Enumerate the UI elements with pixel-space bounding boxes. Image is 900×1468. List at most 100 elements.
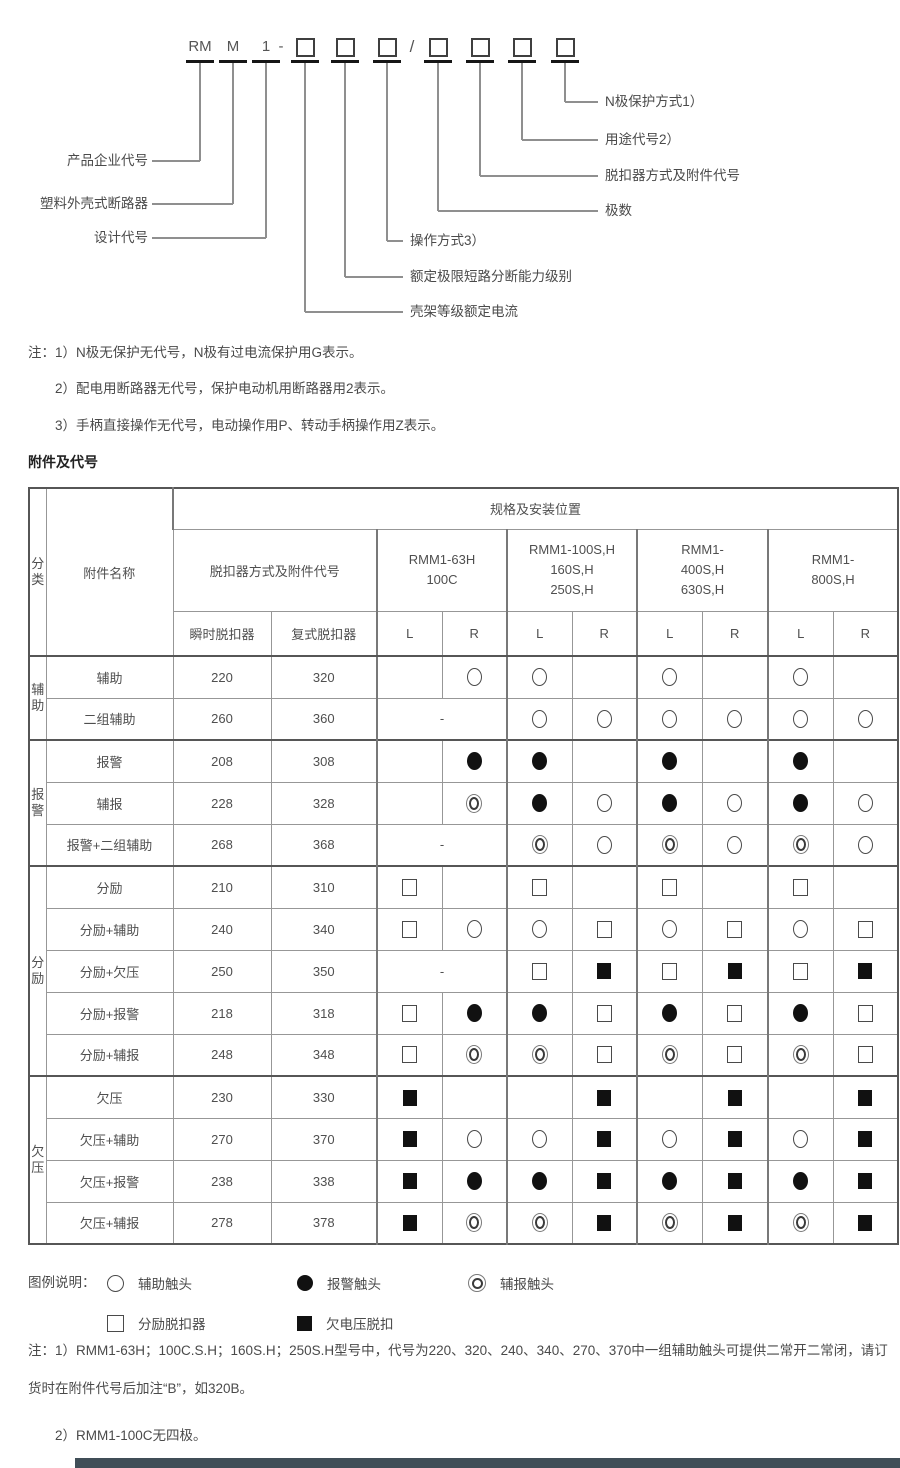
undervoltage-release-symbol [858, 1215, 873, 1232]
shunt-release-symbol [402, 1046, 418, 1064]
connector-line [152, 203, 233, 205]
alarm-contact-symbol [532, 752, 548, 771]
aux-alarm-contact-symbol [661, 1213, 678, 1233]
undervoltage-release-symbol [727, 1173, 742, 1190]
symbol-cell [636, 739, 703, 783]
aux-alarm-contact-symbol [792, 835, 809, 855]
symbol-cell [636, 1201, 703, 1245]
code-instant: 270 [172, 1117, 272, 1161]
row-name: 分励+辅报 [45, 1033, 174, 1077]
aux-contact-symbol [532, 920, 548, 938]
legend-item-label: 欠电压脱扣 [326, 1317, 394, 1332]
symbol-cell [441, 865, 508, 909]
code-underline [186, 60, 214, 63]
symbol-cell [376, 1075, 443, 1119]
symbol-cell [701, 1117, 769, 1161]
undervoltage-release-symbol [402, 1215, 417, 1232]
alarm-contact-symbol [466, 1004, 482, 1022]
code-compound: 340 [270, 907, 378, 951]
symbol-cell [571, 823, 638, 867]
shunt-release-symbol [402, 878, 418, 896]
legend-item-label: 报警触头 [327, 1277, 381, 1292]
group-label: 欠 压 [28, 1075, 47, 1245]
symbol-cell [441, 1117, 508, 1161]
code-underline [551, 60, 579, 63]
code-compound: 378 [270, 1201, 378, 1245]
column-header-compound: 复式脱扣器 [270, 610, 378, 657]
code-underline [466, 60, 494, 63]
symbol-cell [701, 865, 769, 909]
symbol-cell [506, 697, 573, 741]
aux-alarm-contact-symbol [792, 1045, 809, 1065]
column-header-r: R [832, 610, 899, 657]
aux-alarm-contact-symbol [466, 793, 483, 813]
diagram-label: 操作方式3） [410, 233, 486, 248]
column-header-category: 分 类 [28, 487, 47, 657]
symbol-cell [441, 1159, 508, 1203]
diagram-label: 壳架等级额定电流 [410, 304, 518, 319]
table-row: 二组辅助 260 360- [29, 697, 899, 741]
connector-line [304, 63, 306, 312]
undervoltage-release-symbol [858, 1089, 873, 1106]
aux-alarm-contact-symbol [792, 1213, 809, 1233]
aux-contact-symbol [532, 709, 548, 728]
column-header-name: 附件名称 [45, 487, 174, 657]
code-compound: 350 [270, 949, 378, 993]
symbol-cell [636, 1075, 703, 1119]
symbol-cell [767, 739, 834, 783]
aux-alarm-contact-symbol [661, 835, 678, 855]
alarm-contact-symbol [466, 752, 482, 771]
connector-line [265, 63, 267, 238]
symbol-cell [767, 949, 834, 993]
aux-contact-symbol [466, 1130, 482, 1148]
symbol-cell [571, 655, 638, 699]
symbol-cell [767, 697, 834, 741]
undervoltage-release-symbol [727, 963, 742, 980]
symbol-cell [571, 697, 638, 741]
symbol-cell [636, 823, 703, 867]
code-compound: 330 [270, 1075, 378, 1119]
aux-alarm-contact-symbol [468, 1274, 486, 1292]
symbol-cell [701, 739, 769, 783]
code-box [556, 38, 575, 57]
row-name: 辅报 [45, 781, 174, 825]
bottom-scrollbar[interactable] [75, 1458, 900, 1468]
note-top-3: 3）手柄直接操作无代号，电动操作用P、转动手柄操作用Z表示。 [55, 418, 445, 433]
connector-line [386, 63, 388, 241]
column-header-l: L [767, 610, 834, 657]
aux-alarm-contact-symbol [531, 1213, 548, 1233]
table-row: 报 警报警 208 308 [28, 739, 899, 867]
code-compound: 338 [270, 1159, 378, 1203]
symbol-cell [571, 781, 638, 825]
symbol-cell [636, 655, 703, 699]
code-compound: 310 [270, 865, 378, 909]
code-instant: 210 [172, 865, 272, 909]
connector-line [344, 63, 346, 277]
connector-line [479, 63, 481, 176]
symbol-cell [767, 823, 834, 867]
symbol-cell [832, 1117, 899, 1161]
symbol-cell [376, 907, 443, 951]
connector-line [565, 101, 598, 103]
aux-contact-symbol [596, 835, 612, 854]
merged-dash-cell: - [376, 697, 508, 741]
undervoltage-release-symbol [402, 1173, 417, 1190]
alarm-contact-symbol [466, 1172, 482, 1190]
aux-alarm-contact-symbol [661, 1045, 678, 1065]
symbol-cell [832, 865, 899, 909]
symbol-cell [701, 823, 769, 867]
symbol-cell [767, 781, 834, 825]
aux-contact-symbol [466, 920, 482, 938]
column-header-model: RMM1- 800S,H [766, 528, 899, 612]
table-row: 分励+报警 218 318 [29, 991, 899, 1035]
connector-line [232, 63, 234, 204]
symbol-cell [636, 991, 703, 1035]
symbol-cell [701, 1201, 769, 1245]
row-name: 分励 [45, 865, 174, 909]
row-name: 分励+欠压 [45, 949, 174, 993]
column-header-spec: 规格及安装位置 [171, 487, 899, 530]
undervoltage-release-symbol [402, 1131, 417, 1148]
alarm-contact-symbol [793, 752, 809, 771]
code-instant: 248 [172, 1033, 272, 1077]
symbol-cell [701, 1159, 769, 1203]
